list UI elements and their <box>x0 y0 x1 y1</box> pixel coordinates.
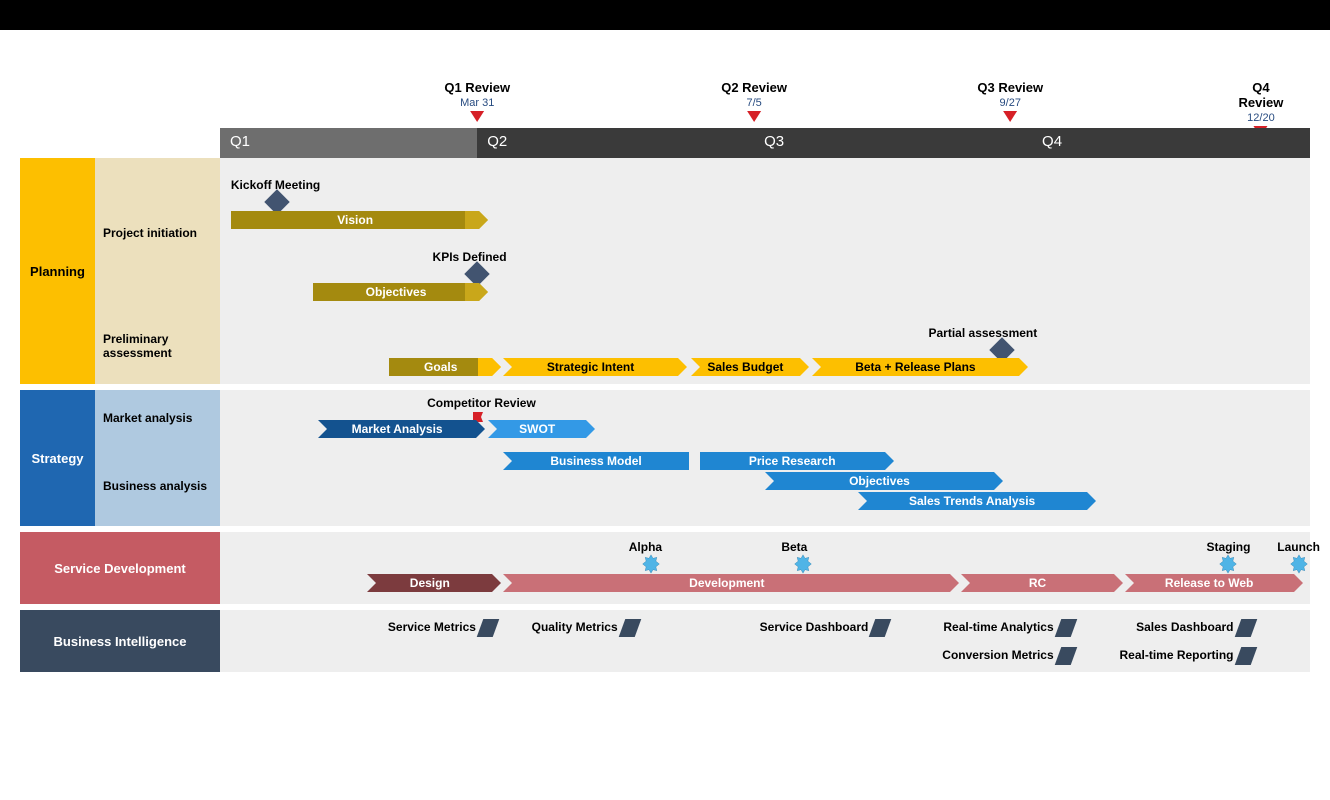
milestone-label: Staging <box>1206 540 1250 554</box>
task-bar: SWOT <box>488 420 586 438</box>
review-date: 7/5 <box>721 97 787 109</box>
track: Partial assessment Goals Strategic Intent S… <box>220 308 1310 384</box>
review-triangle-icon <box>747 111 761 122</box>
timeline-area: Q1 Review Mar 31 Q2 Review 7/5 Q3 Review 9/27… <box>220 80 1310 800</box>
task-bar: Development <box>503 574 950 592</box>
milestone-label: Alpha <box>629 540 662 554</box>
sub-label: Market analysis <box>95 390 220 446</box>
bi-marker-icon <box>1054 619 1077 637</box>
milestone-star-icon <box>1218 554 1238 574</box>
task-bar: Sales Trends Analysis <box>858 492 1087 510</box>
milestone-star-icon <box>641 554 661 574</box>
quarter-cell: Q2 <box>477 128 754 158</box>
bi-item-label: Quality Metrics <box>532 620 618 634</box>
task-bar: Objectives <box>313 283 480 301</box>
chart-body: PlanningProject initiationKickoff Meetin… <box>20 158 1310 672</box>
bi-marker-icon <box>869 619 892 637</box>
bi-marker-icon <box>618 619 641 637</box>
track: Business Model Price Research Objectives Sa… <box>220 446 1310 526</box>
sub-label: Preliminary assessment <box>95 308 220 384</box>
review-marker: Q2 Review 7/5 <box>721 80 787 122</box>
task-bar: Objectives <box>765 472 994 490</box>
review-date: Mar 31 <box>444 97 510 109</box>
bi-item-label: Sales Dashboard <box>1136 620 1233 634</box>
milestone-label: KPIs Defined <box>433 250 507 264</box>
phase-planning: PlanningProject initiationKickoff Meetin… <box>20 158 1310 384</box>
bi-marker-icon <box>1234 647 1257 665</box>
phase-label: Business Intelligence <box>20 610 220 672</box>
task-bar: Beta + Release Plans <box>812 358 1019 376</box>
task-bar: Sales Budget <box>691 358 800 376</box>
task-bar: Design <box>367 574 492 592</box>
task-bar: Price Research <box>700 452 885 470</box>
phase-bi: Business Intelligence Service Metrics Qual… <box>20 610 1310 672</box>
quarter-bar: Q1Q2Q3Q4 <box>220 128 1310 158</box>
review-marker: Q3 Review 9/27 <box>977 80 1043 122</box>
bi-item-label: Conversion Metrics <box>942 648 1053 662</box>
phase-label: Strategy <box>20 390 95 526</box>
task-bar: RC <box>961 574 1114 592</box>
quarter-cell: Q3 <box>754 128 1032 158</box>
review-marker: Q1 Review Mar 31 <box>444 80 510 122</box>
milestone-label: Competitor Review <box>427 396 536 410</box>
phase-strategy: StrategyMarket analysisCompetitor Review… <box>20 390 1310 526</box>
phase-label: Service Development <box>20 532 220 604</box>
quarter-cell: Q1 <box>220 128 477 158</box>
bi-marker-icon <box>477 619 500 637</box>
phase-label: Planning <box>20 158 95 384</box>
review-title: Q1 Review <box>444 80 510 95</box>
review-title: Q2 Review <box>721 80 787 95</box>
task-bar: Release to Web <box>1125 574 1294 592</box>
task-bar: Market Analysis <box>318 420 476 438</box>
sub-label: Project initiation <box>95 158 220 308</box>
task-bar: Goals <box>389 358 493 376</box>
review-triangle-icon <box>1003 111 1017 122</box>
track: Competitor Review Market Analysis SWOT <box>220 390 1310 446</box>
track: AlphaBetaStagingLaunchDesignDevelopmentR… <box>220 532 1310 604</box>
track: Kickoff MeetingVisionKPIs DefinedObjecti… <box>220 158 1310 308</box>
review-date: 9/27 <box>977 97 1043 109</box>
review-date: 12/20 <box>1236 112 1285 124</box>
gantt-chart: Q1 Review Mar 31 Q2 Review 7/5 Q3 Review 9/27… <box>20 30 1310 800</box>
top-black-bar <box>0 0 1330 30</box>
phase-service-dev: Service DevelopmentAlphaBetaStagingLaunc… <box>20 532 1310 604</box>
bi-item-label: Real-time Analytics <box>943 620 1053 634</box>
bi-marker-icon <box>1054 647 1077 665</box>
sub-label: Business analysis <box>95 446 220 526</box>
bi-item-label: Service Metrics <box>388 620 476 634</box>
task-bar: Business Model <box>503 452 688 470</box>
bi-item-label: Service Dashboard <box>760 620 869 634</box>
milestone-label: Launch <box>1277 540 1320 554</box>
milestone-label: Beta <box>781 540 807 554</box>
review-title: Q3 Review <box>977 80 1043 95</box>
review-triangle-icon <box>470 111 484 122</box>
review-title: Q4 Review <box>1236 80 1285 110</box>
task-bar: Vision <box>231 211 480 229</box>
task-bar: Strategic Intent <box>503 358 677 376</box>
track: Service Metrics Quality Metrics Service Da… <box>220 610 1310 672</box>
bi-item-label: Real-time Reporting <box>1119 648 1233 662</box>
milestone-star-icon <box>1289 554 1309 574</box>
milestone-star-icon <box>793 554 813 574</box>
milestone-label: Partial assessment <box>929 326 1038 340</box>
quarter-cell: Q4 <box>1032 128 1310 158</box>
bi-marker-icon <box>1234 619 1257 637</box>
